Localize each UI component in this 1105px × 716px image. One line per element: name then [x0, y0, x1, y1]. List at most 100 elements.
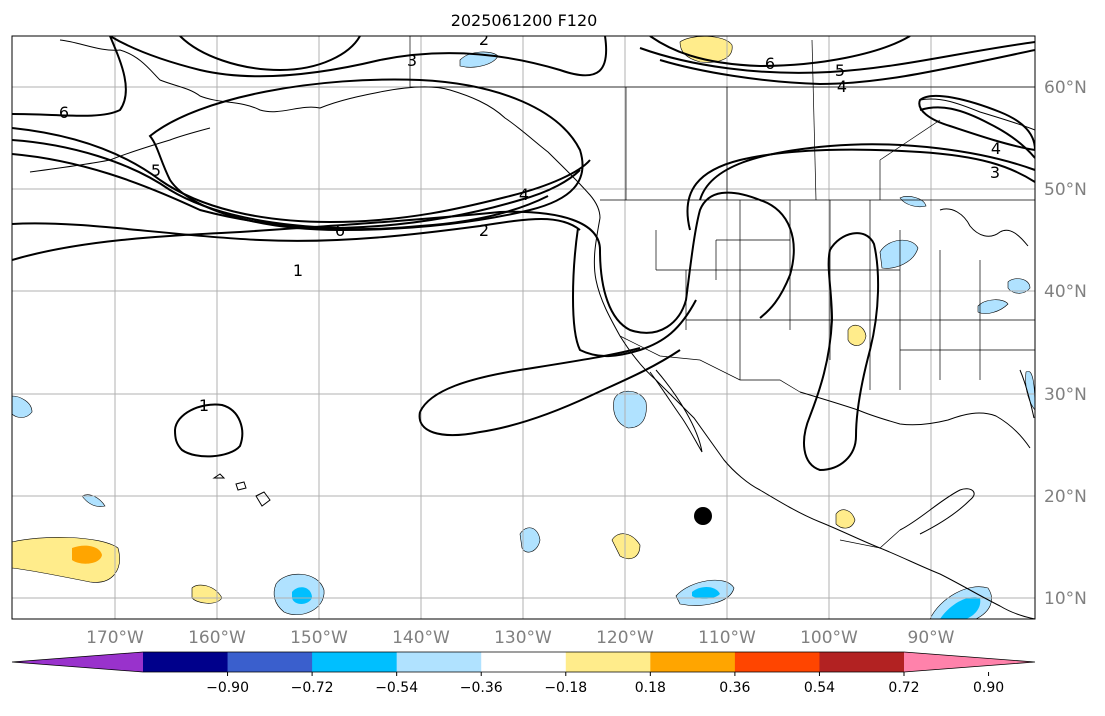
patch-negative-core [292, 587, 312, 604]
colorbar-extend-high [904, 652, 1035, 672]
contour-label: 2 [479, 30, 489, 49]
west-coast-na [593, 217, 1035, 619]
lon-label: 130°W [494, 628, 552, 648]
contour-midwest [803, 232, 880, 472]
colorbar-tick-label: −0.36 [460, 680, 503, 696]
patch-negative-core [940, 597, 981, 619]
lon-label: 150°W [290, 628, 348, 648]
contour-6-loop [148, 78, 584, 232]
lon-label: 90°W [908, 628, 955, 648]
contour-label: 3 [407, 51, 417, 70]
lat-label: 60°N [1044, 78, 1087, 98]
political-borders [409, 36, 1035, 549]
contour-label: 6 [335, 221, 345, 240]
contour-label: 2 [479, 221, 489, 240]
contour-north-loop [179, 36, 361, 72]
contour-6 [12, 36, 127, 117]
colorbar-tick-label: 0.36 [719, 680, 750, 696]
contour-label: 4 [991, 139, 1001, 158]
lon-label: 170°W [86, 628, 144, 648]
contour-label: 4 [519, 185, 529, 204]
colorbar-tick-labels: −0.90 −0.72 −0.54 −0.36 −0.18 0.18 0.36 0.54 0.7… [206, 672, 1004, 696]
colorbar-tick-label: 0.90 [973, 680, 1004, 696]
baja-california [649, 369, 703, 453]
map-area: 1 1 2 2 3 3 4 4 4 5 5 6 6 6 [12, 30, 1035, 619]
contour-5 [12, 127, 591, 224]
colorbar-tick-label: 0.18 [635, 680, 666, 696]
colorbar-segment [227, 652, 313, 672]
aleutian-islands [29, 127, 211, 173]
yucatan [899, 488, 975, 535]
florida [1019, 369, 1035, 419]
contour-label: 1 [293, 261, 303, 280]
hawaii-2 [235, 481, 247, 491]
map-title: 2025061200 F120 [451, 11, 598, 30]
lon-label: 120°W [596, 628, 654, 648]
great-lakes [939, 208, 1029, 247]
contour-5b [639, 41, 1035, 74]
colorbar-segment [734, 652, 820, 672]
colorbar-tick-label: 0.72 [888, 680, 919, 696]
contour-label: 5 [835, 61, 845, 80]
contour-4c [659, 49, 1035, 86]
colorbar-extend-low [12, 652, 143, 672]
contour-2b [686, 148, 1035, 231]
contour-label: 3 [990, 163, 1000, 182]
lat-label: 30°N [1044, 385, 1087, 405]
lon-tick-labels: 170°W 160°W 150°W 140°W 130°W 120°W 110°… [86, 628, 955, 648]
contour-4 [12, 139, 581, 230]
hudson-area [919, 98, 1035, 131]
contour-label-group: 1 1 2 2 3 3 4 4 4 5 5 6 6 6 [59, 30, 1001, 415]
patch-negative [613, 390, 647, 429]
contour-3 [12, 153, 549, 231]
contour-1-island [173, 403, 244, 458]
lat-label: 20°N [1044, 487, 1087, 507]
alaska-coast [59, 39, 601, 219]
colorbar-tick-label: −0.72 [291, 680, 334, 696]
patch-negative [81, 494, 106, 507]
colorbar-segment [312, 652, 398, 672]
lat-tick-labels: 60°N 50°N 40°N 30°N 20°N 10°N [1044, 78, 1087, 609]
contour-label: 6 [765, 54, 775, 73]
colorbar-tick-label: −0.90 [206, 680, 249, 696]
colorbar-tick-label: −0.54 [375, 680, 418, 696]
contour-2 [12, 218, 581, 242]
patch-positive [611, 533, 641, 559]
contour-lines [12, 36, 1035, 472]
contour-4b [919, 106, 1035, 159]
coastlines [29, 39, 1035, 619]
colorbar-tick-label: 0.54 [804, 680, 835, 696]
contour-label: 6 [59, 103, 69, 122]
colorbar-segment [650, 652, 736, 672]
patch-negative [899, 196, 927, 208]
hawaii-3 [255, 491, 271, 507]
colorbar-outline [11, 651, 1036, 673]
contour-label: 1 [199, 396, 209, 415]
patch-negative [879, 239, 919, 269]
contour-ne-loop [918, 94, 1035, 152]
colorbar-tick-label: −0.18 [544, 680, 587, 696]
gulf-coast [799, 391, 1031, 449]
colorbar-segment [481, 652, 567, 672]
lon-label: 100°W [800, 628, 858, 648]
contour-label: 4 [837, 77, 847, 96]
hawaii-1 [212, 473, 226, 479]
colorbar-segment [819, 652, 905, 672]
lon-label: 140°W [392, 628, 450, 648]
graticule [12, 36, 1035, 619]
storm-center-marker [694, 507, 712, 525]
contour-1-loop [572, 227, 697, 357]
lon-label: 160°W [188, 628, 246, 648]
colorbar-segment [396, 652, 482, 672]
contour-3b [699, 143, 1035, 201]
colorbar-segment [143, 652, 229, 672]
patch-positive-core [72, 545, 102, 564]
patch-negative-core [692, 586, 720, 599]
colorbar-segment [565, 652, 651, 672]
contour-3-north [109, 36, 608, 78]
contour-1 [12, 191, 795, 334]
lat-label: 40°N [1044, 282, 1087, 302]
contour-label: 5 [151, 161, 161, 180]
